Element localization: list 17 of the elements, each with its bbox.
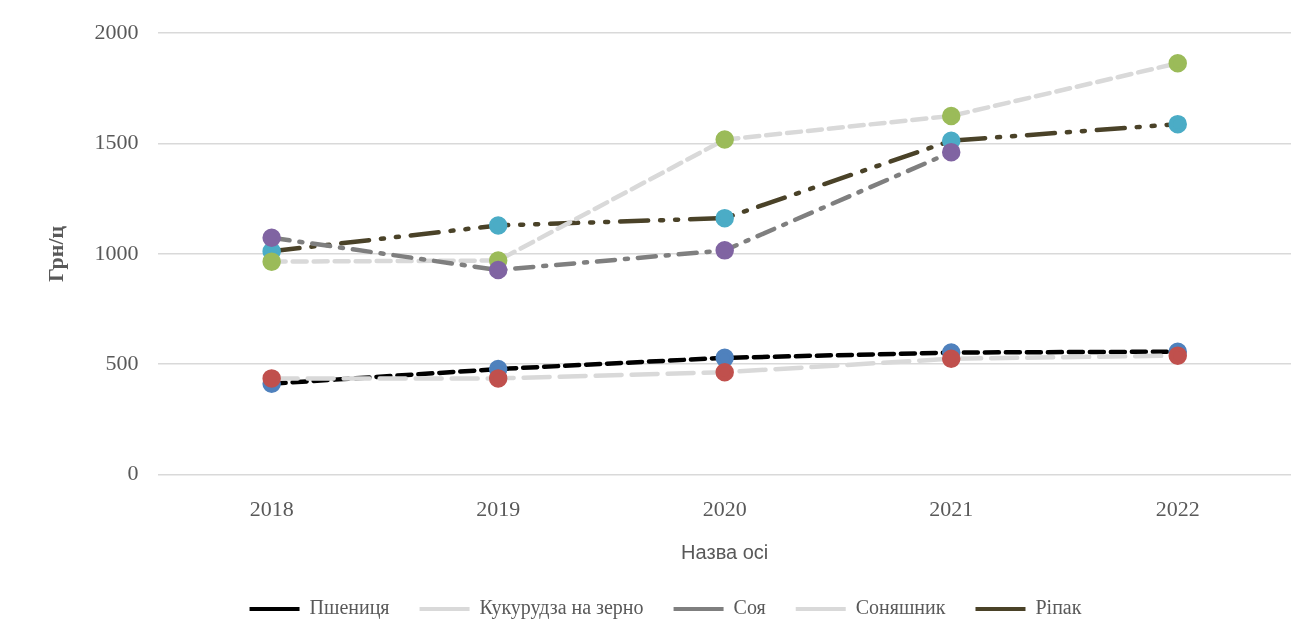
y-tick-label: 1000 <box>94 239 139 265</box>
y-tick-label: 500 <box>105 350 139 376</box>
x-tick-label: 2019 <box>476 495 521 521</box>
x-axis-title: Назва осі <box>681 540 769 563</box>
legend-label: Пшениця <box>309 596 390 620</box>
legend-label: Кукурудза на зерно <box>479 596 644 620</box>
y-tick-label: 1500 <box>94 129 139 155</box>
x-tick-label: 2021 <box>929 495 974 521</box>
x-tick-label: 2022 <box>1155 495 1200 521</box>
y-tick-label: 2000 <box>94 18 139 44</box>
x-tick-label: 2018 <box>249 495 294 521</box>
x-tick-label: 2020 <box>702 495 747 521</box>
y-tick-label: 0 <box>127 460 139 486</box>
legend-label: Соя <box>733 596 766 619</box>
y-axis-title: Грн/ц <box>42 225 68 283</box>
legend-label: Соняшник <box>855 596 946 619</box>
legend-label: Ріпак <box>1035 596 1082 619</box>
